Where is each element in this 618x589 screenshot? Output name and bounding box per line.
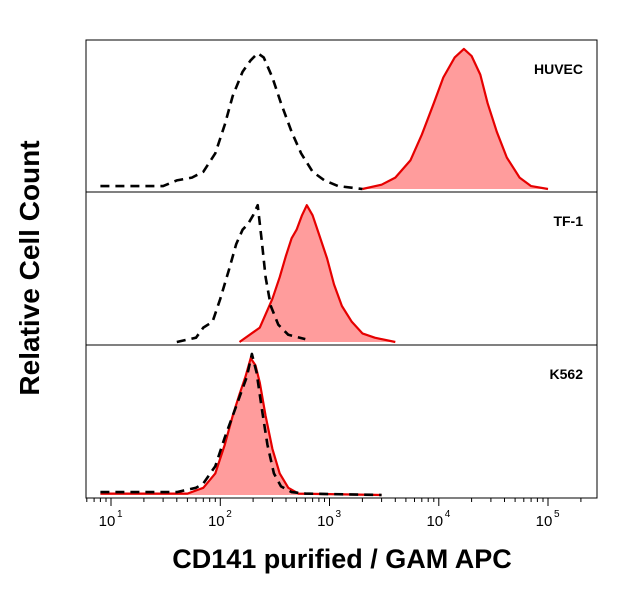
x-tick-label: 10 bbox=[208, 513, 225, 530]
histogram-panel-tf-1: TF-1 bbox=[85, 191, 598, 346]
x-axis: 10 1 10 2 10 3 10 4 10 5 bbox=[86, 498, 582, 530]
sample-histogram-fill bbox=[239, 205, 396, 342]
sample-histogram-line bbox=[100, 357, 382, 497]
control-histogram-line bbox=[176, 203, 306, 344]
panel-label: HUVEC bbox=[534, 61, 583, 77]
panel-label: K562 bbox=[550, 366, 584, 382]
control-histogram-line bbox=[100, 352, 382, 497]
control-histogram-line bbox=[100, 51, 363, 191]
x-tick-label: 10 bbox=[317, 513, 334, 530]
histogram-panel-k562: K562 bbox=[85, 344, 598, 499]
sample-histogram-line bbox=[362, 47, 549, 191]
x-tick-exponent: 2 bbox=[226, 509, 232, 520]
sample-histogram-fill bbox=[362, 48, 548, 190]
x-tick-exponent: 1 bbox=[117, 509, 123, 520]
panels-layer: HUVEC TF-1 K562 bbox=[85, 39, 598, 499]
x-tick-label: 10 bbox=[426, 513, 443, 530]
x-tick-label: 10 bbox=[536, 513, 553, 530]
panel-frame bbox=[85, 344, 598, 499]
y-axis-title: Relative Cell Count bbox=[14, 140, 45, 395]
histogram-panel-huvec: HUVEC bbox=[85, 39, 598, 193]
x-tick-exponent: 5 bbox=[554, 509, 560, 520]
panel-label: TF-1 bbox=[553, 213, 583, 229]
x-axis-title: CD141 purified / GAM APC bbox=[172, 544, 512, 574]
x-tick-exponent: 3 bbox=[336, 509, 342, 520]
sample-histogram-fill bbox=[100, 358, 382, 495]
sample-histogram-line bbox=[238, 204, 396, 344]
panel-frame bbox=[85, 39, 598, 193]
x-tick-label: 10 bbox=[99, 513, 116, 530]
x-tick-exponent: 4 bbox=[445, 509, 451, 520]
